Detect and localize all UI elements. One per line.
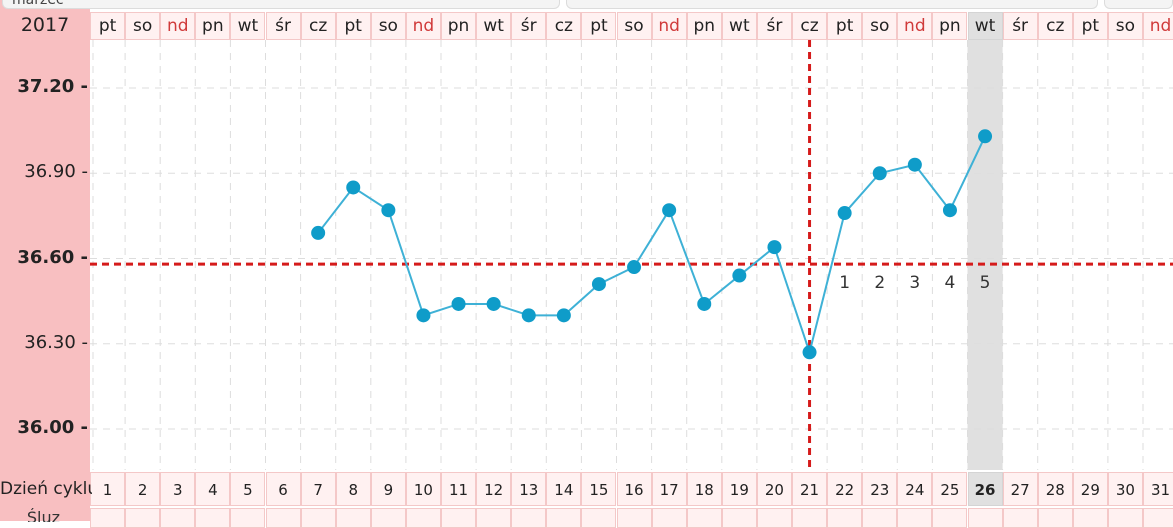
cycle-day-cell-10[interactable]: 10 [405, 472, 441, 506]
cycle-day-cell-24[interactable]: 24 [897, 472, 933, 506]
month-label-cut: marzec [12, 0, 64, 8]
temperature-point-day-13[interactable] [521, 308, 536, 323]
temperature-point-day-14[interactable] [556, 308, 571, 323]
temperature-point-day-15[interactable] [591, 277, 606, 292]
weekday-cell-3[interactable]: nd [160, 12, 196, 40]
weekday-cell-5[interactable]: wt [230, 12, 266, 40]
weekday-cell-7[interactable]: cz [300, 12, 336, 40]
weekday-cell-29[interactable]: pt [1072, 12, 1108, 40]
weekday-cell-17[interactable]: nd [651, 12, 687, 40]
weekday-cell-11[interactable]: pn [441, 12, 477, 40]
temperature-point-day-23[interactable] [872, 166, 887, 181]
weekday-cell-2[interactable]: so [125, 12, 161, 40]
high-temp-count-label: 4 [945, 273, 956, 293]
cycle-day-cell-7[interactable]: 7 [300, 472, 336, 506]
weekday-cell-25[interactable]: pn [932, 12, 968, 40]
weekday-cell-30[interactable]: so [1107, 12, 1143, 40]
temperature-point-day-11[interactable] [451, 296, 466, 311]
cycle-day-cell-8[interactable]: 8 [335, 472, 371, 506]
cycle-day-cell-16[interactable]: 16 [616, 472, 652, 506]
weekday-cell-22[interactable]: pt [827, 12, 863, 40]
weekday-cell-26[interactable]: wt [967, 12, 1003, 40]
high-temp-count-label: 2 [874, 273, 885, 293]
cycle-day-cell-28[interactable]: 28 [1037, 472, 1073, 506]
temperature-point-day-10[interactable] [416, 308, 431, 323]
cycle-day-label: Dzień cyklu [0, 479, 92, 499]
cycle-day-cell-1[interactable]: 1 [90, 472, 126, 506]
y-tick-label: 36.90 - [24, 161, 88, 183]
high-temp-count-label: 1 [839, 273, 850, 293]
weekday-cell-4[interactable]: pn [195, 12, 231, 40]
cycle-day-cell-26[interactable]: 26 [967, 472, 1003, 506]
temperature-point-day-16[interactable] [627, 260, 642, 275]
cycle-day-cell-3[interactable]: 3 [160, 472, 196, 506]
temperature-point-day-24[interactable] [907, 157, 922, 172]
cycle-day-cell-13[interactable]: 13 [511, 472, 547, 506]
cycle-day-cell-29[interactable]: 29 [1072, 472, 1108, 506]
cycle-day-cell-5[interactable]: 5 [230, 472, 266, 506]
weekday-cell-15[interactable]: pt [581, 12, 617, 40]
temperature-point-day-12[interactable] [486, 296, 501, 311]
cycle-day-cell-20[interactable]: 20 [756, 472, 792, 506]
y-tick-label: 37.20 - [17, 76, 88, 97]
cycle-day-cell-4[interactable]: 4 [195, 472, 231, 506]
weekday-cell-12[interactable]: wt [476, 12, 512, 40]
cycle-day-cell-23[interactable]: 23 [862, 472, 898, 506]
temperature-point-day-21[interactable] [802, 345, 817, 360]
weekday-cell-18[interactable]: pn [686, 12, 722, 40]
weekday-cell-24[interactable]: nd [897, 12, 933, 40]
cycle-day-cell-22[interactable]: 22 [827, 472, 863, 506]
temperature-point-day-26[interactable] [978, 129, 993, 144]
cycle-day-cell-2[interactable]: 2 [125, 472, 161, 506]
temperature-point-day-20[interactable] [767, 240, 782, 255]
cycle-day-cell-6[interactable]: 6 [265, 472, 301, 506]
weekday-cell-31[interactable]: nd [1143, 12, 1173, 40]
high-temp-count-label: 5 [980, 273, 991, 293]
cycle-day-cell-30[interactable]: 30 [1107, 472, 1143, 506]
cycle-day-cell-27[interactable]: 27 [1002, 472, 1038, 506]
high-temp-count-label: 3 [909, 273, 920, 293]
temperature-point-day-9[interactable] [381, 203, 396, 218]
weekday-cell-21[interactable]: cz [792, 12, 828, 40]
cycle-day-cell-31[interactable]: 31 [1143, 472, 1173, 506]
cycle-day-cell-21[interactable]: 21 [792, 472, 828, 506]
cycle-day-cell-12[interactable]: 12 [476, 472, 512, 506]
cycle-day-cell-25[interactable]: 25 [932, 472, 968, 506]
temperature-point-day-18[interactable] [697, 296, 712, 311]
weekday-cell-13[interactable]: śr [511, 12, 547, 40]
year-label: 2017 [20, 14, 70, 36]
weekday-cell-28[interactable]: cz [1037, 12, 1073, 40]
y-tick-label: 36.30 - [24, 331, 88, 353]
weekday-cell-6[interactable]: śr [265, 12, 301, 40]
cycle-day-cell-19[interactable]: 19 [721, 472, 757, 506]
mucus-label: Śluz [26, 508, 60, 522]
weekday-cell-23[interactable]: so [862, 12, 898, 40]
y-tick-label: 36.60 - [17, 246, 88, 268]
weekday-cell-19[interactable]: wt [721, 12, 757, 40]
temperature-point-day-19[interactable] [732, 268, 747, 283]
selected-day-column [967, 40, 1003, 470]
cycle-day-cell-11[interactable]: 11 [441, 472, 477, 506]
cycle-day-cell-14[interactable]: 14 [546, 472, 582, 506]
temperature-point-day-22[interactable] [837, 206, 852, 221]
weekday-cell-20[interactable]: śr [756, 12, 792, 40]
weekday-cell-27[interactable]: śr [1002, 12, 1038, 40]
cycle-day-cell-18[interactable]: 18 [686, 472, 722, 506]
weekday-cell-10[interactable]: nd [405, 12, 441, 40]
left-panel [0, 0, 90, 521]
cycle-day-cell-17[interactable]: 17 [651, 472, 687, 506]
temperature-point-day-17[interactable] [662, 203, 677, 218]
cycle-day-cell-9[interactable]: 9 [370, 472, 406, 506]
weekday-cell-16[interactable]: so [616, 12, 652, 40]
temperature-point-day-8[interactable] [346, 180, 361, 195]
weekday-cell-9[interactable]: so [370, 12, 406, 40]
y-tick-label: 36.00 - [17, 417, 88, 438]
weekday-cell-1[interactable]: pt [90, 12, 126, 40]
temperature-point-day-7[interactable] [311, 225, 326, 240]
weekday-cell-8[interactable]: pt [335, 12, 371, 40]
cycle-day-cell-15[interactable]: 15 [581, 472, 617, 506]
temperature-point-day-25[interactable] [942, 203, 957, 218]
weekday-cell-14[interactable]: cz [546, 12, 582, 40]
